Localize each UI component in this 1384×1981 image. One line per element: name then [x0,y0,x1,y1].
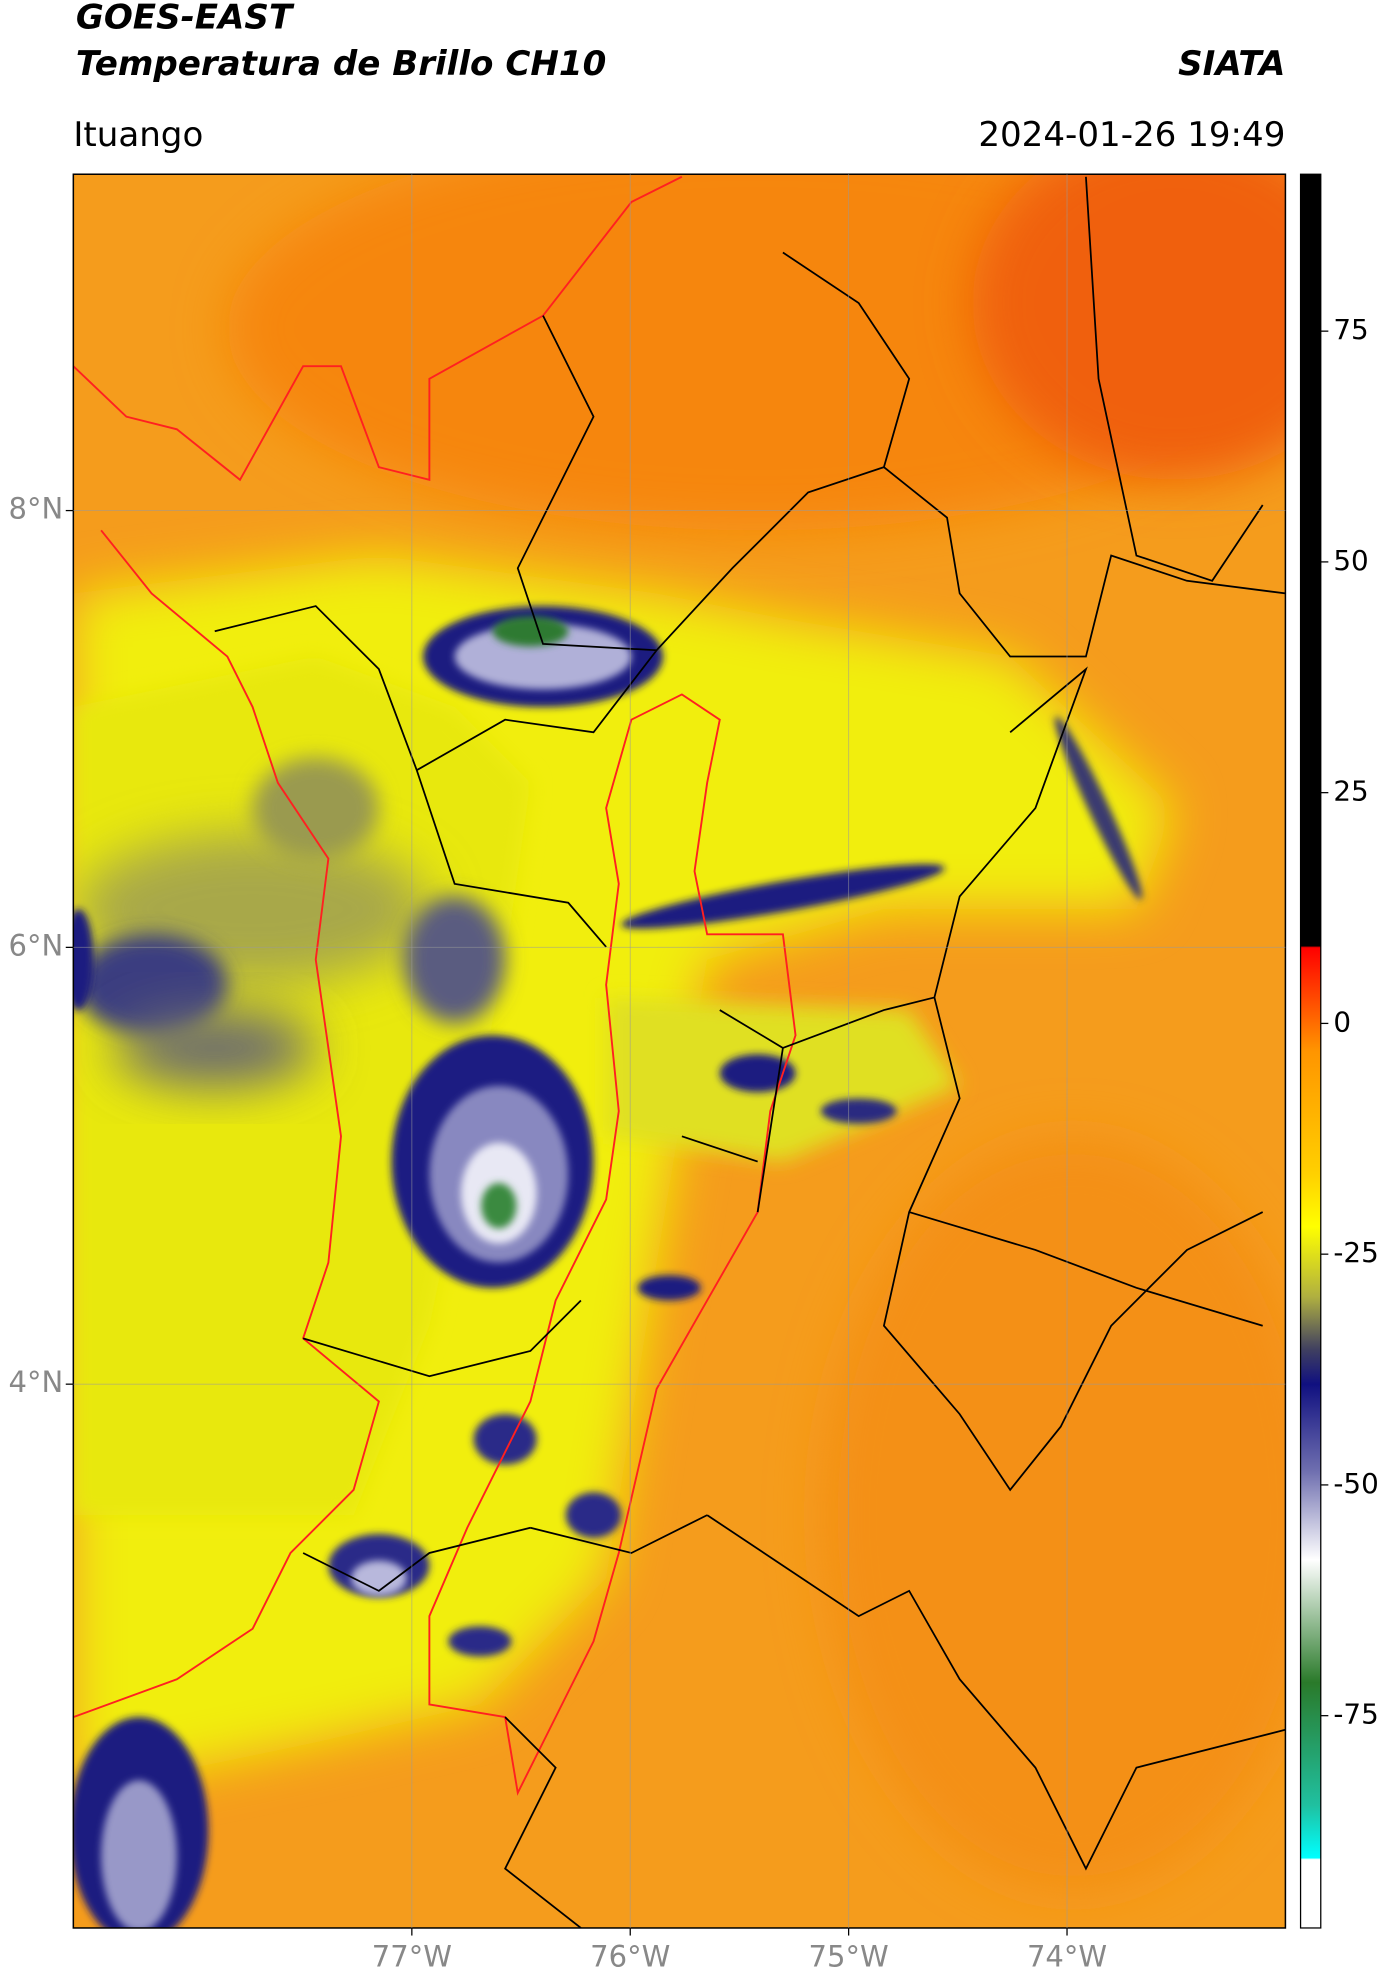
subtitle: Temperatura de Brillo CH10 [76,44,606,84]
y-tick-label: 6°N [9,928,64,962]
y-tick-label: 4°N [9,1365,64,1399]
colorbar-tick-label: -50 [1333,1467,1378,1500]
x-tick-label: 77°W [372,1939,452,1973]
source: SIATA [1178,44,1285,84]
y-tick-label: 8°N [9,492,64,526]
colorbar-tick-label: 0 [1333,1005,1351,1038]
map-field [73,174,1286,1928]
x-tick-label: 76°W [590,1939,670,1973]
colorbar-tick-label: 50 [1333,544,1368,577]
x-tick-label: 74°W [1027,1939,1107,1973]
title: GOES-EAST [76,0,295,37]
colorbar-tick-label: -25 [1333,1236,1378,1269]
datetime: 2024-01-26 19:49 [978,115,1285,155]
colorbar [1299,173,1322,1929]
x-tick-label: 75°W [809,1939,889,1973]
location: Ituango [73,115,203,155]
colorbar-tick-label: 25 [1333,775,1368,808]
map-frame [72,173,1287,1929]
colorbar-tick-label: -75 [1333,1698,1378,1731]
colorbar-tick-label: 75 [1333,313,1368,346]
